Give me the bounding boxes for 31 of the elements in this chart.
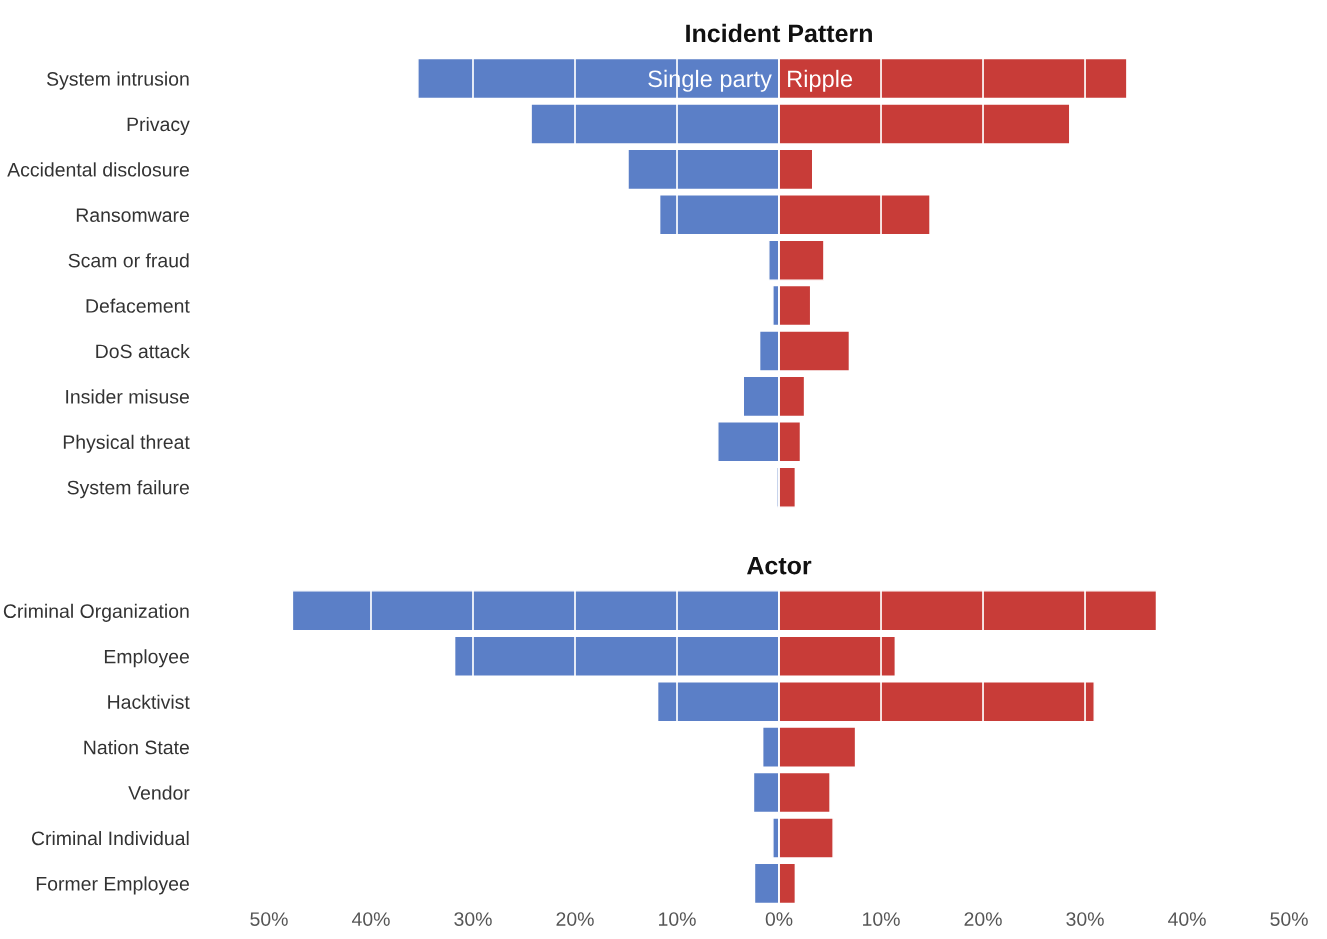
y-tick-label: Criminal Individual [31, 830, 189, 846]
y-tick-label: Physical threat [63, 434, 190, 453]
y-tick-label: System intrusion [46, 71, 189, 90]
x-tick-label: 10% [659, 912, 696, 926]
x-tick-label: 20% [556, 912, 594, 926]
x-tick-label: 20% [964, 912, 1002, 926]
series-label: Ripple [788, 69, 853, 92]
y-tick-label: Insider misuse [66, 389, 189, 404]
y-tick-label: Hacktivist [108, 694, 190, 709]
y-tick-label: Scam or fraud [68, 253, 189, 268]
x-tick-label: 0% [765, 912, 793, 926]
x-tick-label: 30% [454, 912, 492, 926]
y-tick-label: Criminal Organization [3, 603, 189, 622]
y-tick-label: Accidental disclosure [7, 162, 189, 177]
y-tick-label: DoS attack [96, 343, 190, 359]
x-tick-label: 50% [250, 912, 288, 926]
y-tick-label: Employee [104, 649, 189, 668]
chart-title: Incident Pattern [686, 23, 872, 43]
y-tick-label: Nation State [84, 740, 189, 755]
y-tick-label: Ransomware [76, 208, 189, 223]
x-tick-label: 50% [1270, 912, 1308, 926]
y-tick-label: Vendor [128, 785, 190, 800]
x-tick-label: 30% [1066, 912, 1104, 926]
x-tick-label: 40% [351, 912, 390, 926]
y-tick-label: Privacy [127, 116, 190, 136]
x-tick-label: 10% [863, 912, 900, 926]
x-tick-label: 40% [1168, 912, 1206, 926]
chart-title: Actor [747, 557, 812, 575]
y-tick-label: System failure [67, 480, 189, 499]
y-tick-label: Defacement [86, 298, 190, 313]
y-tick-label: Former Employee [36, 876, 189, 895]
